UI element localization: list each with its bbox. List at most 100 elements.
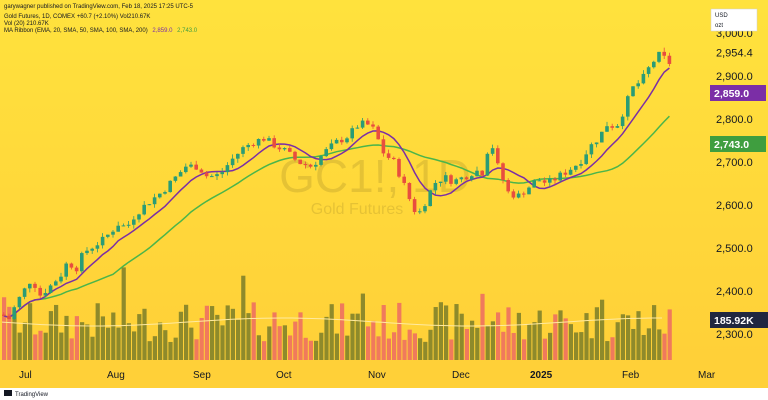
price-tick-label: 2,900.0 bbox=[716, 71, 753, 83]
volume-bar bbox=[381, 305, 386, 360]
volume-bar bbox=[475, 327, 480, 360]
price-tick-label: 2,954.4 bbox=[716, 48, 753, 60]
candle-body bbox=[64, 263, 68, 277]
price-tick-label: 2,800.0 bbox=[716, 114, 753, 126]
candle-body bbox=[95, 245, 100, 249]
candle-body bbox=[282, 148, 287, 150]
volume-bar bbox=[610, 337, 615, 360]
volume-bar bbox=[407, 329, 412, 360]
watermark-symbol: GC1!, 1D bbox=[279, 150, 471, 202]
volume-bar bbox=[527, 323, 532, 360]
volume-bar bbox=[220, 325, 225, 360]
candle-body bbox=[558, 172, 562, 181]
price-axis-background bbox=[710, 0, 768, 360]
volume-bar bbox=[256, 335, 261, 360]
candle-body bbox=[402, 176, 406, 183]
volume-bar bbox=[667, 309, 672, 360]
candle-body bbox=[152, 197, 157, 205]
month-label: Dec bbox=[452, 370, 470, 381]
volume-bar bbox=[532, 322, 537, 360]
volume-bar bbox=[152, 336, 157, 360]
candle-body bbox=[522, 193, 526, 195]
candle-body bbox=[345, 138, 349, 143]
candle-body bbox=[230, 158, 235, 166]
volume-bar bbox=[194, 339, 199, 360]
price-tick-label: 2,300.0 bbox=[716, 329, 753, 341]
candle-body bbox=[594, 142, 599, 145]
volume-bar bbox=[350, 313, 355, 360]
month-label: Jul bbox=[19, 370, 32, 381]
month-label: Nov bbox=[368, 370, 386, 381]
volume-bar bbox=[568, 324, 573, 360]
volume-bar bbox=[371, 320, 376, 360]
ma-ribbon-legend: MA Ribbon (EMA, 20, SMA, 50, SMA, 100, S… bbox=[4, 28, 198, 34]
month-label: Aug bbox=[107, 370, 125, 381]
volume-bar bbox=[386, 338, 391, 360]
time-axis-background bbox=[0, 360, 768, 388]
ma-ribbon-value-ema: 2,859.0 bbox=[152, 28, 173, 34]
candle-body bbox=[548, 178, 552, 183]
candle-body bbox=[579, 164, 583, 166]
candle-body bbox=[267, 138, 271, 141]
candle-body bbox=[407, 182, 412, 200]
volume-bar bbox=[298, 312, 303, 360]
candle-body bbox=[641, 73, 646, 84]
candle-body bbox=[626, 96, 630, 117]
volume-bar bbox=[641, 334, 646, 360]
month-label: Feb bbox=[622, 370, 640, 381]
volume-bar bbox=[158, 322, 163, 360]
volume-bar bbox=[173, 337, 178, 360]
volume-bar bbox=[620, 314, 625, 360]
volume-bar bbox=[95, 303, 100, 360]
volume-bar bbox=[288, 335, 293, 360]
volume-bar bbox=[132, 331, 137, 360]
candle-body bbox=[433, 182, 438, 191]
volume-bar bbox=[516, 312, 521, 360]
currency-box[interactable]: USD ozt bbox=[710, 8, 758, 32]
candle-body bbox=[667, 55, 672, 64]
candle-body bbox=[126, 224, 131, 226]
candle-body bbox=[376, 126, 380, 140]
candle-body bbox=[423, 206, 427, 212]
volume-bar bbox=[85, 324, 90, 360]
candle-body bbox=[184, 166, 188, 173]
candle-body bbox=[480, 170, 484, 176]
volume-bar bbox=[80, 322, 85, 360]
volume-bar bbox=[459, 313, 464, 360]
volume-bar bbox=[646, 328, 651, 360]
volume-bar bbox=[657, 329, 662, 360]
volume-bar bbox=[418, 338, 423, 360]
volume-bars bbox=[2, 267, 672, 360]
tradingview-logo: TradingView bbox=[4, 390, 49, 398]
price-tick-label: 2,600.0 bbox=[716, 200, 753, 212]
candle-body bbox=[324, 149, 328, 157]
candle-body bbox=[475, 170, 479, 177]
volume-bar bbox=[262, 341, 267, 360]
volume-bar bbox=[38, 330, 43, 360]
month-label: Oct bbox=[276, 370, 292, 381]
candle-body bbox=[272, 138, 276, 148]
candle-body bbox=[246, 144, 250, 148]
volume-bar bbox=[142, 308, 147, 360]
price-axis-ticks: 3,000.02,954.42,900.02,800.02,700.02,600… bbox=[716, 28, 753, 341]
volume-bar bbox=[340, 303, 345, 360]
price-tick-label: 2,400.0 bbox=[716, 286, 753, 298]
volume-bar bbox=[137, 314, 142, 360]
candle-body bbox=[158, 193, 162, 198]
candle-body bbox=[334, 139, 339, 144]
volume-bar bbox=[241, 275, 246, 360]
candle-body bbox=[251, 144, 256, 146]
svg-text:185.92K: 185.92K bbox=[714, 315, 754, 327]
volume-bar bbox=[303, 337, 308, 360]
candle-body bbox=[620, 116, 625, 127]
candle-body bbox=[12, 307, 16, 319]
candle-body bbox=[418, 211, 422, 213]
candle-body bbox=[355, 127, 360, 129]
candle-body bbox=[636, 83, 640, 87]
volume-bar bbox=[470, 320, 475, 360]
sma50-badge: 2,743.0 bbox=[710, 136, 766, 152]
candle-body bbox=[438, 181, 443, 183]
volume-bar bbox=[376, 336, 381, 360]
candle-body bbox=[542, 180, 547, 183]
